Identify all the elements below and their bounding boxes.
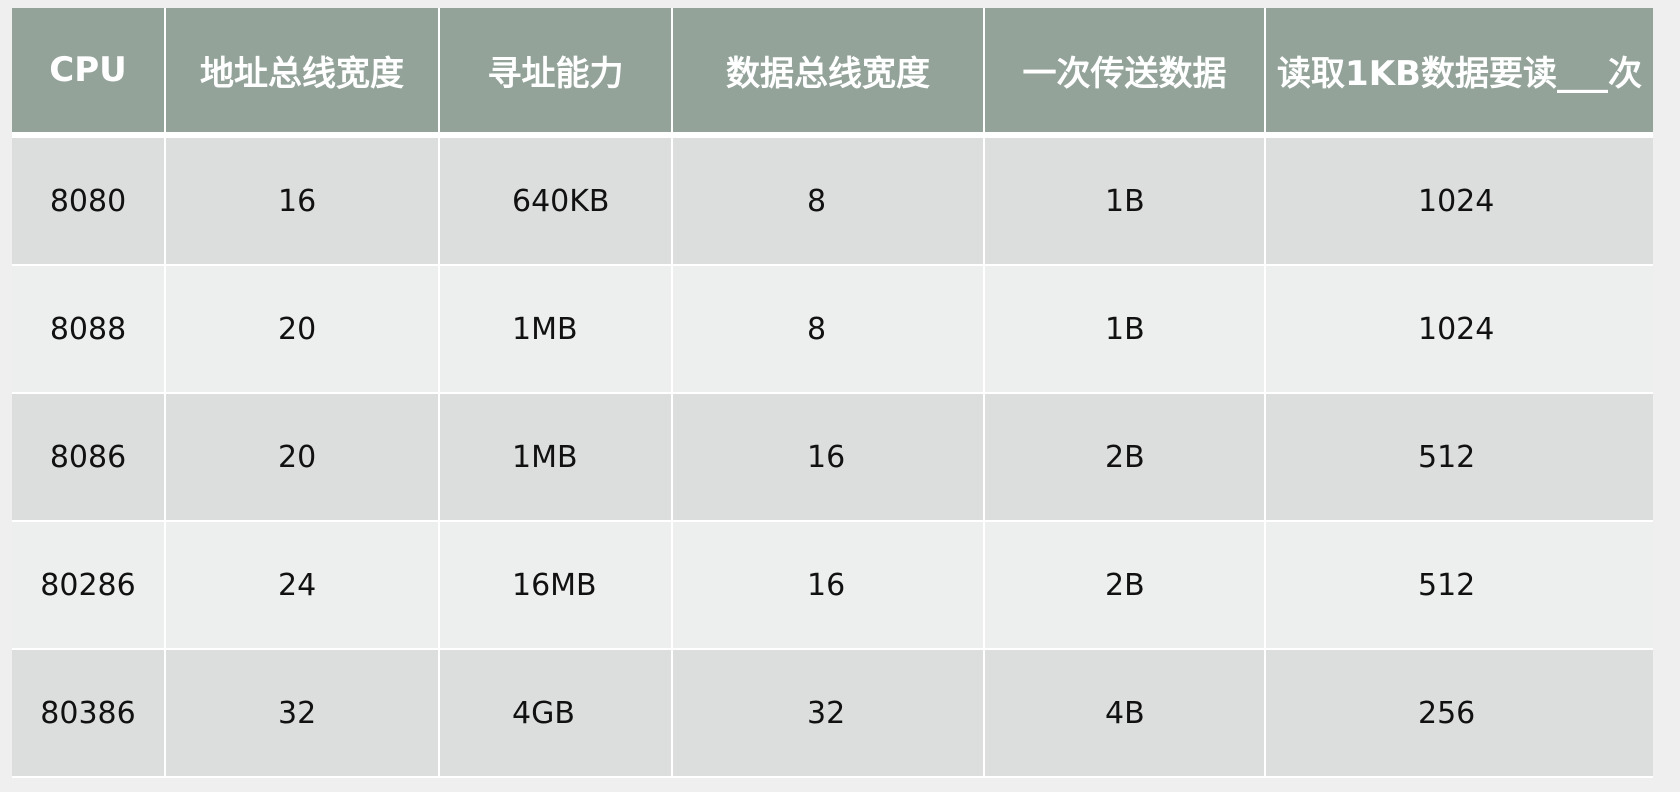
cell-cpu: 80386 xyxy=(12,650,166,778)
cell-address-bus-width: 32 xyxy=(166,650,440,778)
cell-cpu: 8080 xyxy=(12,138,166,266)
header-data-bus-width: 数据总线宽度 xyxy=(673,8,985,138)
table-row: 8080 16 640KB 8 1B 1024 xyxy=(12,138,1653,266)
cell-data-bus-width: 8 xyxy=(673,138,985,266)
header-reads-per-1kb: 读取1KB数据要读___次 xyxy=(1266,8,1653,138)
table-row: 80286 24 16MB 16 2B 512 xyxy=(12,522,1653,650)
cell-reads-per-1kb: 1024 xyxy=(1266,266,1653,394)
cell-data-bus-width: 16 xyxy=(673,394,985,522)
table-row: 80386 32 4GB 32 4B 256 xyxy=(12,650,1653,778)
cell-cpu: 8086 xyxy=(12,394,166,522)
cell-address-bus-width: 24 xyxy=(166,522,440,650)
cell-reads-per-1kb: 512 xyxy=(1266,522,1653,650)
cell-cpu: 80286 xyxy=(12,522,166,650)
cell-addressing-capacity: 640KB xyxy=(440,138,673,266)
cell-data-bus-width: 32 xyxy=(673,650,985,778)
table-row: 8088 20 1MB 8 1B 1024 xyxy=(12,266,1653,394)
cell-addressing-capacity: 1MB xyxy=(440,394,673,522)
cell-reads-per-1kb: 256 xyxy=(1266,650,1653,778)
table-header: CPU 地址总线宽度 寻址能力 数据总线宽度 一次传送数据 读取1KB数据要读_… xyxy=(12,8,1653,138)
cell-cpu: 8088 xyxy=(12,266,166,394)
cell-data-per-transfer: 1B xyxy=(985,138,1266,266)
header-data-per-transfer: 一次传送数据 xyxy=(985,8,1266,138)
cell-addressing-capacity: 16MB xyxy=(440,522,673,650)
cell-reads-per-1kb: 512 xyxy=(1266,394,1653,522)
cell-addressing-capacity: 1MB xyxy=(440,266,673,394)
cell-address-bus-width: 16 xyxy=(166,138,440,266)
cpu-bus-table: CPU 地址总线宽度 寻址能力 数据总线宽度 一次传送数据 读取1KB数据要读_… xyxy=(12,8,1653,778)
cell-data-per-transfer: 2B xyxy=(985,394,1266,522)
table-body: 8080 16 640KB 8 1B 1024 8088 20 1MB 8 1B… xyxy=(12,138,1653,778)
cell-address-bus-width: 20 xyxy=(166,266,440,394)
header-addressing-capacity: 寻址能力 xyxy=(440,8,673,138)
cell-data-per-transfer: 2B xyxy=(985,522,1266,650)
cell-address-bus-width: 20 xyxy=(166,394,440,522)
header-row: CPU 地址总线宽度 寻址能力 数据总线宽度 一次传送数据 读取1KB数据要读_… xyxy=(12,8,1653,138)
cpu-bus-table-container: CPU 地址总线宽度 寻址能力 数据总线宽度 一次传送数据 读取1KB数据要读_… xyxy=(12,8,1653,778)
header-address-bus-width: 地址总线宽度 xyxy=(166,8,440,138)
cell-reads-per-1kb: 1024 xyxy=(1266,138,1653,266)
cell-data-bus-width: 8 xyxy=(673,266,985,394)
cell-data-per-transfer: 1B xyxy=(985,266,1266,394)
cell-data-bus-width: 16 xyxy=(673,522,985,650)
table-row: 8086 20 1MB 16 2B 512 xyxy=(12,394,1653,522)
cell-data-per-transfer: 4B xyxy=(985,650,1266,778)
header-cpu: CPU xyxy=(12,8,166,138)
cell-addressing-capacity: 4GB xyxy=(440,650,673,778)
